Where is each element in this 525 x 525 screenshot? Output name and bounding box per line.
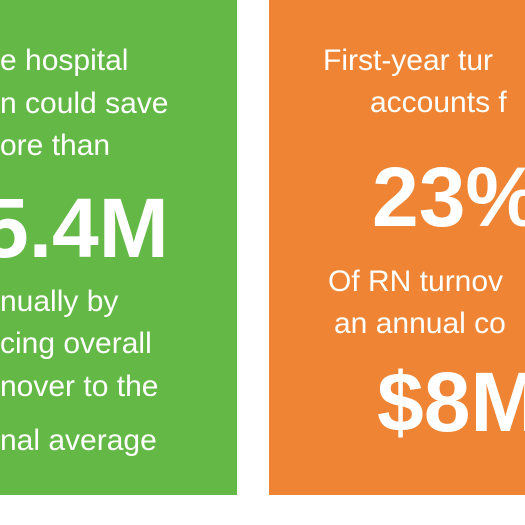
turnover-middle-line-2: an annual co [334, 307, 506, 340]
savings-outro-line-1: nually by [0, 285, 119, 318]
savings-outro-line-2: cing overall [0, 327, 152, 360]
savings-intro-line-1: e hospital [0, 44, 129, 77]
savings-amount: 5.4M [0, 181, 169, 275]
savings-intro-line-2: n could save [0, 87, 169, 120]
turnover-intro-line-2: accounts f [370, 86, 507, 119]
turnover-card: First-year tur accounts f 23% Of RN turn… [269, 0, 525, 495]
turnover-middle-line-1: Of RN turnov [328, 265, 504, 298]
turnover-annual-cost: $8M [377, 355, 525, 449]
turnover-percentage: 23% [372, 150, 525, 244]
savings-card: e hospital n could save ore than 5.4M nu… [0, 0, 237, 495]
savings-outro-line-3: nover to the [0, 370, 159, 403]
savings-intro-line-3: ore than [0, 129, 111, 162]
savings-outro-line-4: nal average [0, 424, 157, 457]
turnover-intro-line-1: First-year tur [323, 44, 494, 77]
